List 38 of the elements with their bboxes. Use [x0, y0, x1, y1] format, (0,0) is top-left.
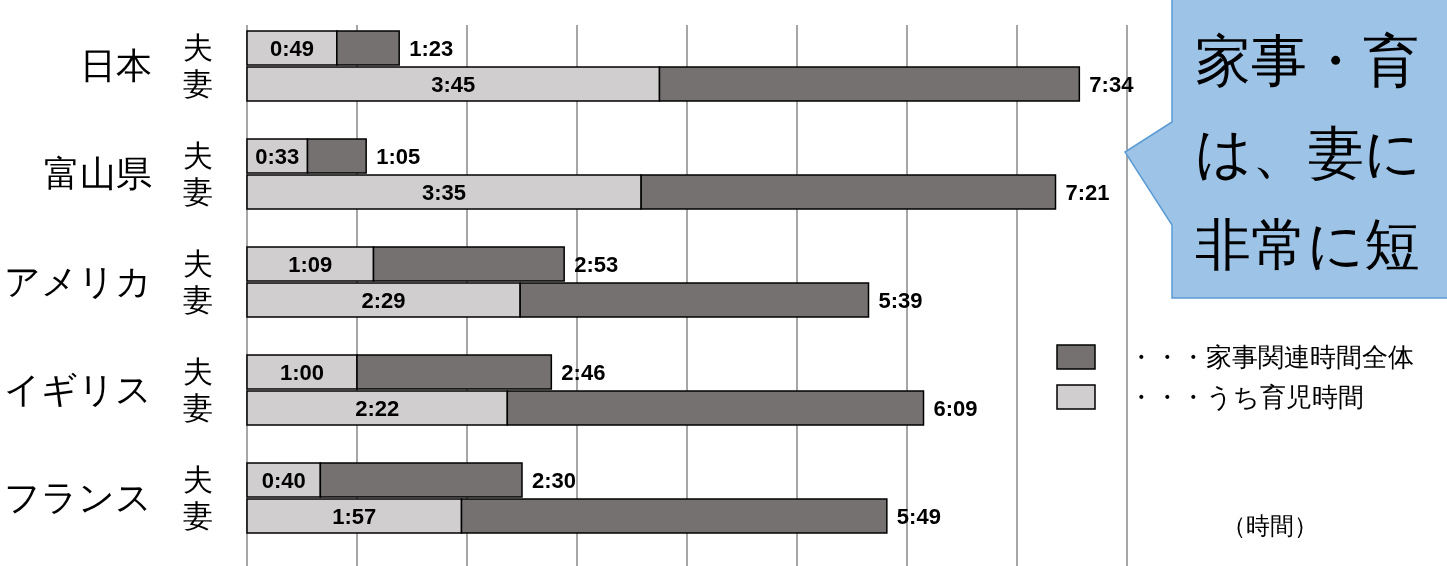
data-label: 1:57: [332, 504, 377, 529]
y-tick-label: 妻: [183, 391, 213, 424]
y-tick-label: 夫: [183, 139, 213, 172]
y-tick-label: 妻: [183, 499, 213, 532]
data-label: 1:09: [288, 252, 333, 277]
legend-label: ・・・うち育児時間: [1128, 382, 1364, 412]
text: アメリカ: [4, 261, 152, 302]
y-tick-label: 夫: [183, 355, 213, 388]
y-tick-label: 妻: [183, 67, 213, 100]
data-label: 2:29: [361, 288, 406, 313]
total-label: 2:46: [561, 360, 606, 385]
data-label: 1:00: [279, 360, 325, 385]
total-label: 6:09: [933, 396, 978, 421]
text: 日本: [80, 45, 152, 86]
legend-label: ・・・家事関連時間全体: [1128, 342, 1414, 372]
data-label: 3:35: [422, 180, 467, 205]
total-label: 5:39: [878, 288, 923, 313]
text: 富山県: [44, 153, 152, 194]
total-label: 7:34: [1089, 72, 1135, 97]
data-label: 0:40: [261, 468, 306, 493]
data-label: 3:45: [431, 72, 476, 97]
total-label: 5:49: [896, 504, 941, 529]
text: イギリス: [4, 369, 152, 410]
y-tick-label: 妻: [183, 283, 213, 316]
total-label: 1:23: [409, 36, 454, 61]
total-label: 7:21: [1065, 180, 1110, 205]
text: フランス: [4, 477, 152, 518]
total-label: 1:05: [376, 144, 421, 169]
total-label: 2:30: [532, 468, 577, 493]
data-label: 0:33: [255, 144, 300, 169]
data-label: 0:49: [269, 36, 314, 61]
y-tick-label: 夫: [183, 463, 213, 496]
y-tick-label: 夫: [183, 31, 213, 64]
x-axis-title: （時間）: [1222, 512, 1318, 539]
y-tick-label: 夫: [183, 247, 213, 280]
total-label: 2:53: [574, 252, 619, 277]
data-label: 2:22: [355, 396, 400, 421]
y-tick-label: 妻: [183, 175, 213, 208]
